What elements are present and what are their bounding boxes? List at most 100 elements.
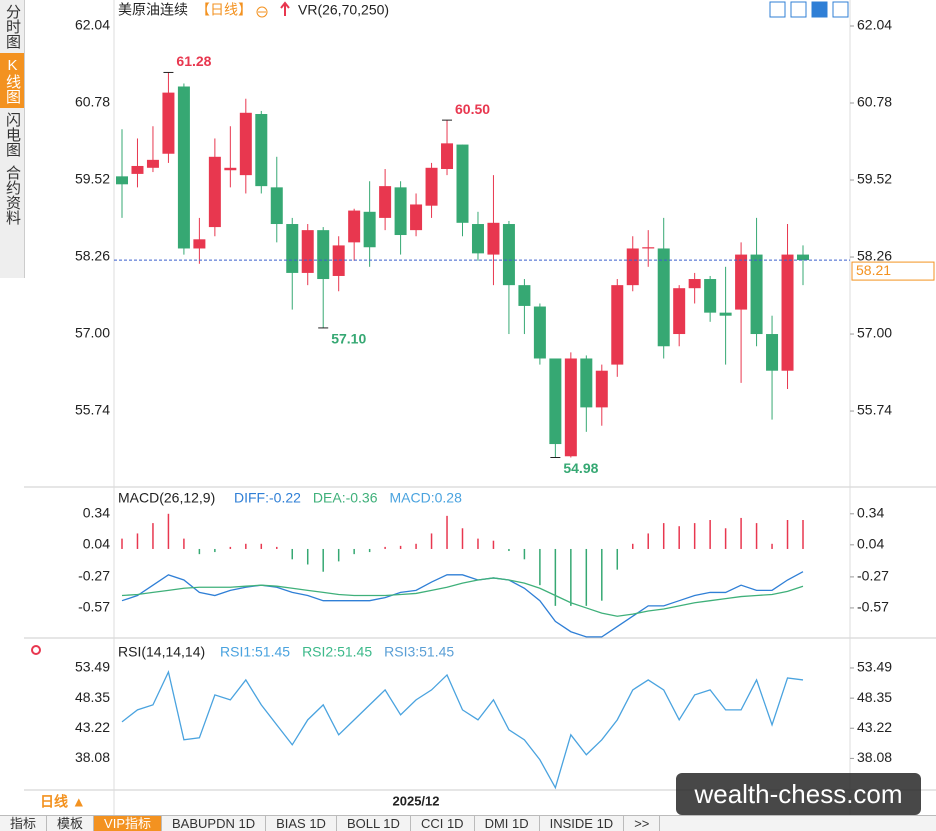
candle-body bbox=[332, 245, 345, 276]
candle-body bbox=[471, 224, 484, 254]
y-tick-label: 55.74 bbox=[75, 402, 110, 418]
candle-body bbox=[131, 165, 144, 174]
legend-entry: RSI1:51.45 bbox=[220, 644, 290, 660]
y-tick-label: 58.26 bbox=[857, 248, 892, 264]
legend-entry: DEA:-0.36 bbox=[313, 490, 378, 506]
tab-bar: 指标 模板 VIP指标 BABUPDN 1D BIAS 1D BOLL 1D CCI 1D D… bbox=[0, 815, 936, 831]
tool-icon[interactable] bbox=[811, 1, 828, 18]
candle-body bbox=[781, 254, 794, 371]
tab[interactable]: >> bbox=[624, 816, 661, 831]
tab[interactable]: CCI 1D bbox=[411, 816, 475, 831]
y-tick-label: 55.74 bbox=[857, 402, 892, 418]
watermark: wealth-chess.com bbox=[676, 773, 921, 815]
tab[interactable]: DMI 1D bbox=[475, 816, 540, 831]
y-tick-label: 48.35 bbox=[75, 689, 110, 705]
candle-body bbox=[595, 370, 608, 408]
y-tick-label: 0.04 bbox=[83, 536, 110, 552]
candle-body bbox=[704, 279, 717, 313]
tab[interactable]: VIP指标 bbox=[94, 816, 162, 831]
candle-body bbox=[270, 187, 283, 225]
y-tick-label: 62.04 bbox=[75, 17, 110, 33]
side-tab[interactable]: 闪电图 bbox=[4, 112, 21, 157]
y-tick-label: 0.34 bbox=[83, 504, 110, 520]
candle-body bbox=[750, 254, 763, 335]
last-price-label: 58.21 bbox=[856, 262, 891, 278]
y-tick-label: -0.27 bbox=[78, 568, 110, 584]
tab[interactable]: INSIDE 1D bbox=[540, 816, 625, 831]
icon[interactable] bbox=[31, 645, 41, 655]
tab[interactable]: 模板 bbox=[47, 816, 95, 831]
side-tab[interactable]: 分时图 bbox=[4, 4, 21, 49]
y-tick-label: 43.22 bbox=[75, 719, 110, 735]
y-tick-label: 38.08 bbox=[75, 749, 110, 765]
y-tick-label: 59.52 bbox=[75, 171, 110, 187]
candle-body bbox=[224, 167, 237, 171]
side-tab[interactable]: K线图 bbox=[0, 53, 24, 108]
y-tick-label: 59.52 bbox=[857, 171, 892, 187]
panel-title: MACD(26,12,9) bbox=[118, 490, 215, 506]
candle-body bbox=[425, 167, 438, 206]
macd-line bbox=[121, 577, 804, 617]
candle-body bbox=[518, 285, 531, 306]
candle-body bbox=[208, 156, 221, 228]
candle-body bbox=[379, 186, 392, 218]
icon bbox=[280, 1, 290, 16]
candle-body bbox=[286, 224, 299, 273]
rsi-line bbox=[121, 669, 804, 790]
candle-body bbox=[239, 112, 252, 176]
panel-title: RSI(14,14,14) bbox=[118, 644, 205, 660]
tool-icon[interactable] bbox=[832, 1, 849, 18]
y-tick-label: 38.08 bbox=[857, 749, 892, 765]
legend-entry: RSI2:51.45 bbox=[302, 644, 372, 660]
candle-body bbox=[626, 248, 639, 286]
candle-body bbox=[533, 306, 546, 359]
icon[interactable] bbox=[256, 6, 268, 18]
candle-body bbox=[363, 211, 376, 248]
y-tick-label: 53.49 bbox=[857, 659, 892, 675]
tool-icon[interactable] bbox=[790, 1, 807, 18]
candle-body bbox=[564, 358, 577, 457]
last-price-box bbox=[851, 261, 935, 281]
candle-body bbox=[317, 230, 330, 280]
y-tick-label: -0.57 bbox=[78, 599, 110, 615]
y-tick-label: 48.35 bbox=[857, 689, 892, 705]
candle-body bbox=[502, 224, 515, 286]
y-tick-label: 62.04 bbox=[857, 17, 892, 33]
tab[interactable]: 指标 bbox=[0, 816, 48, 831]
y-tick-label: 58.26 bbox=[75, 248, 110, 264]
sidebar: 分时图 K线图 闪电图 合约资料 bbox=[0, 0, 25, 278]
candle-body bbox=[797, 254, 809, 261]
candle-body bbox=[719, 312, 732, 316]
candle-body bbox=[255, 114, 268, 187]
extreme-label: 57.10 bbox=[331, 331, 366, 347]
candle-body bbox=[487, 222, 500, 255]
tab[interactable]: BIAS 1D bbox=[266, 816, 337, 831]
tab[interactable]: BOLL 1D bbox=[337, 816, 411, 831]
extreme-label: 61.28 bbox=[176, 53, 211, 69]
candle-body bbox=[580, 358, 593, 408]
tab[interactable]: BABUPDN 1D bbox=[162, 816, 267, 831]
candle-body bbox=[301, 230, 314, 273]
candle-body bbox=[688, 279, 701, 289]
candle-body bbox=[657, 248, 670, 347]
period-switch[interactable]: 日线 ▲ bbox=[40, 794, 86, 810]
y-tick-label: 43.22 bbox=[857, 719, 892, 735]
y-tick-label: 57.00 bbox=[75, 325, 110, 341]
y-tick-label: 0.04 bbox=[857, 536, 884, 552]
candle-body bbox=[441, 143, 454, 170]
date-label: 2025/12 bbox=[393, 793, 440, 808]
candle-body bbox=[735, 254, 748, 310]
candle-body bbox=[642, 247, 655, 249]
y-tick-label: 60.78 bbox=[857, 94, 892, 110]
tool-icon[interactable] bbox=[769, 1, 786, 18]
candle-body bbox=[611, 285, 624, 365]
candle-body bbox=[162, 92, 175, 154]
candle-body bbox=[193, 239, 206, 249]
side-tab[interactable]: 合约资料 bbox=[4, 165, 21, 225]
candle-body bbox=[549, 358, 562, 445]
y-tick-label: 57.00 bbox=[857, 325, 892, 341]
candle-body bbox=[348, 210, 361, 243]
legend-entry: RSI3:51.45 bbox=[384, 644, 454, 660]
